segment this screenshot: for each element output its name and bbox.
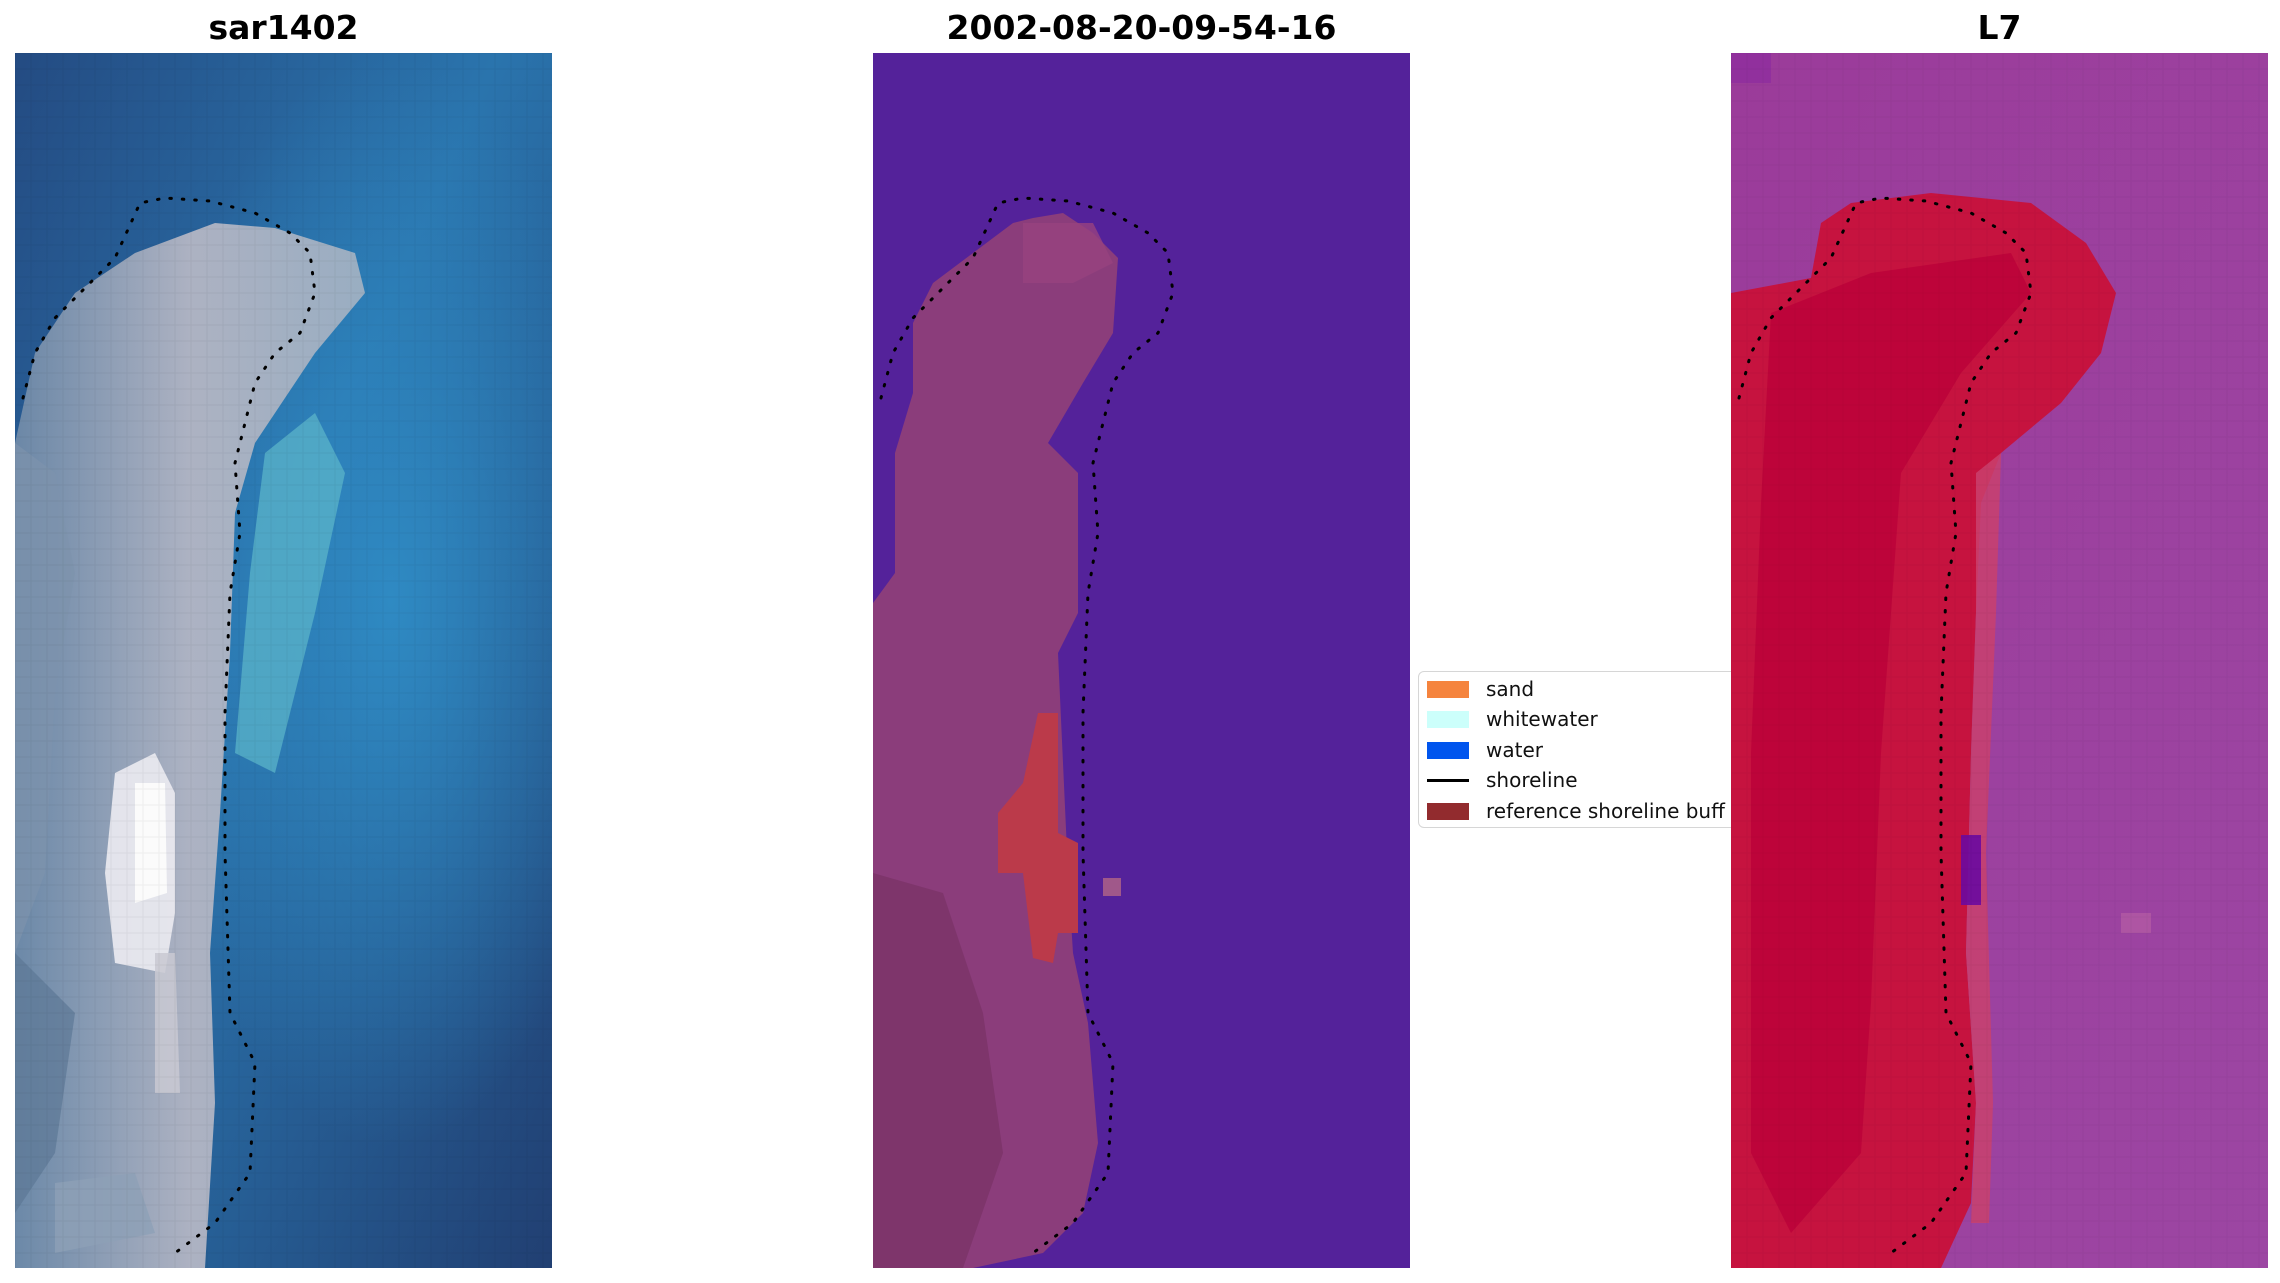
shoreline-line: [1737, 196, 2033, 1255]
legend-item-shoreline: shoreline: [1427, 768, 1578, 792]
legend-item-water: water: [1427, 738, 1543, 762]
shoreline-line: [879, 196, 1175, 1255]
probability-image: [1731, 53, 2268, 1268]
legend-label: water: [1486, 738, 1543, 762]
shoreline-line: [21, 196, 317, 1255]
legend-item-reference-buffer: reference shoreline buff: [1427, 799, 1725, 823]
legend-item-whitewater: whitewater: [1427, 707, 1598, 731]
classification-panel: [873, 53, 1410, 1268]
water-swatch: [1427, 741, 1469, 759]
buffer-swatch: [1427, 802, 1469, 820]
panel-title-2: 2002-08-20-09-54-16: [946, 8, 1337, 47]
panel-title-1: sar1402: [208, 8, 359, 47]
satellite-image-panel: [15, 53, 552, 1268]
probability-panel: [1731, 53, 2268, 1268]
whitewater-swatch: [1427, 710, 1469, 728]
sand-swatch: [1427, 680, 1469, 698]
legend-label: sand: [1486, 677, 1535, 701]
panel-title-3: L7: [1977, 8, 2022, 47]
legend-label: shoreline: [1486, 768, 1578, 792]
classification-image: [873, 53, 1410, 1268]
satellite-image: [15, 53, 552, 1268]
legend: sand whitewater water shoreline referenc…: [1418, 671, 1738, 828]
shoreline-swatch: [1427, 772, 1469, 789]
legend-item-sand: sand: [1427, 677, 1534, 701]
legend-label: whitewater: [1486, 707, 1598, 731]
legend-label: reference shoreline buff: [1486, 799, 1725, 823]
